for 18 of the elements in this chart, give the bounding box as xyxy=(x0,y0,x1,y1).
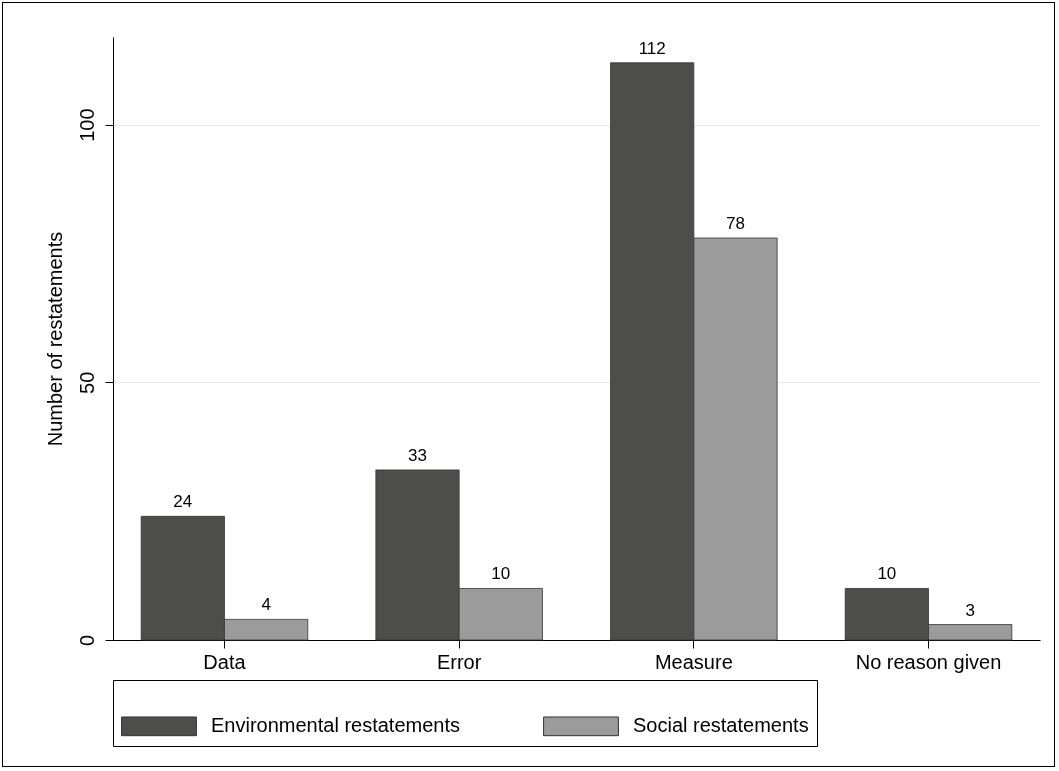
y-tick-label: 100 xyxy=(75,108,98,142)
x-tick-label: No reason given xyxy=(855,650,1002,673)
data-label: 24 xyxy=(173,492,193,512)
data-label: 112 xyxy=(638,38,666,58)
y-axis-title: Number of restatements xyxy=(43,231,66,447)
y-tick-label: 0 xyxy=(75,634,98,647)
legend-label: Environmental restatements xyxy=(211,714,461,737)
data-label: 3 xyxy=(965,600,975,620)
data-label: 10 xyxy=(491,564,511,584)
data-label: 33 xyxy=(408,445,427,465)
data-label: 78 xyxy=(726,214,745,233)
data-label: 4 xyxy=(261,595,271,615)
x-tick-label: Error xyxy=(436,650,482,673)
x-tick-label: Data xyxy=(203,650,247,673)
x-tick-label: Measure xyxy=(654,650,733,673)
y-tick-label: 50 xyxy=(75,371,98,394)
legend-label: Social restatements xyxy=(633,714,809,737)
data-label: 10 xyxy=(877,564,897,584)
